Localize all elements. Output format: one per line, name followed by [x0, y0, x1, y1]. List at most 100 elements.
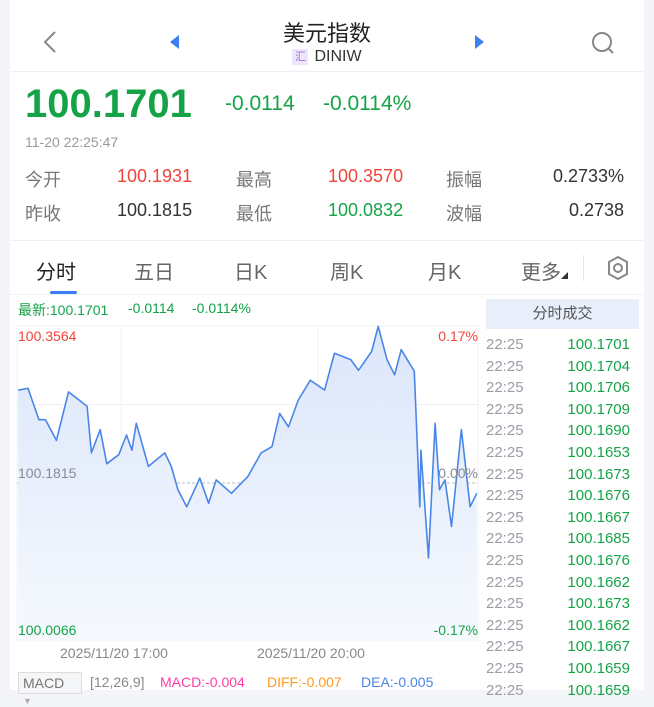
stat-value: 100.1931 [117, 166, 192, 187]
trade-row: 22:25 100.1704 [486, 356, 636, 378]
trade-row: 22:25 100.1653 [486, 442, 636, 464]
trade-time: 22:25 [486, 615, 524, 637]
trade-price: 100.1653 [567, 442, 630, 464]
trade-row: 22:25 100.1676 [486, 485, 636, 507]
trade-row: 22:25 100.1659 [486, 680, 636, 702]
y-label-bottom: 100.0066 [18, 622, 76, 638]
indicator-select[interactable]: MACD ▼ [18, 672, 82, 694]
trade-row: 22:25 100.1676 [486, 550, 636, 572]
trade-row: 22:25 100.1667 [486, 636, 636, 658]
trade-time: 22:25 [486, 658, 524, 680]
symbol: 汇 DINIW [0, 48, 654, 66]
trade-price: 100.1676 [567, 550, 630, 572]
trade-time: 22:25 [486, 485, 524, 507]
tab-weekly-k[interactable]: 周K [330, 256, 363, 285]
page-title: 美元指数 [0, 16, 654, 48]
y-label-mid: 100.1815 [18, 465, 76, 481]
trade-price: 100.1662 [567, 615, 630, 637]
stat-value: 0.2733% [553, 166, 624, 187]
trade-time: 22:25 [486, 464, 524, 486]
trade-price: 100.1662 [567, 572, 630, 594]
forex-badge: 汇 [292, 49, 308, 65]
stat-label: 最低 [236, 200, 272, 226]
trades-header[interactable]: 分时成交 [486, 299, 639, 329]
tab-more[interactable]: 更多 [521, 256, 568, 285]
trade-time: 22:25 [486, 636, 524, 658]
trade-price: 100.1706 [567, 377, 630, 399]
trade-price: 100.1704 [567, 356, 630, 378]
tab-monthly-k[interactable]: 月K [428, 256, 461, 285]
chart-latest: 最新:100.1701 [18, 300, 108, 320]
stat-label: 最高 [236, 166, 272, 192]
y-pct-top: 0.17% [438, 328, 478, 344]
stat-label: 振幅 [446, 166, 482, 192]
search-icon[interactable] [590, 30, 616, 56]
trade-time: 22:25 [486, 528, 524, 550]
symbol-code: DINIW [314, 48, 361, 65]
chart-change-pct: -0.0114% [192, 300, 251, 316]
trade-time: 22:25 [486, 334, 524, 356]
trade-row: 22:25 100.1662 [486, 572, 636, 594]
trade-row: 22:25 100.1659 [486, 658, 636, 680]
macd-value: MACD:-0.004 [160, 674, 245, 690]
trade-row: 22:25 100.1685 [486, 528, 636, 550]
y-pct-mid: 0.00% [438, 465, 478, 481]
trade-time: 22:25 [486, 572, 524, 594]
trade-row: 22:25 100.1673 [486, 593, 636, 615]
diff-value: DIFF:-0.007 [267, 674, 342, 690]
trade-price: 100.1667 [567, 636, 630, 658]
last-price: 100.1701 [25, 82, 192, 127]
tab-intraday[interactable]: 分时 [36, 256, 76, 285]
trade-price: 100.1709 [567, 399, 630, 421]
trade-time: 22:25 [486, 593, 524, 615]
x-tick-label: 2025/11/20 20:00 [257, 645, 365, 661]
trade-time: 22:25 [486, 420, 524, 442]
chart-change: -0.0114 [128, 300, 174, 316]
x-tick-label: 2025/11/20 17:00 [60, 645, 168, 661]
trade-price: 100.1685 [567, 528, 630, 550]
active-tab-indicator [50, 291, 77, 294]
stat-label: 今开 [25, 166, 61, 192]
trade-price: 100.1667 [567, 507, 630, 529]
dropdown-corner-icon [561, 272, 568, 279]
intraday-chart[interactable] [0, 320, 482, 650]
stat-value: 100.0832 [328, 200, 403, 221]
trade-time: 22:25 [486, 550, 524, 572]
indicator-name: MACD [23, 675, 64, 691]
stat-value: 0.2738 [569, 200, 624, 221]
trade-row: 22:25 100.1667 [486, 507, 636, 529]
trade-price: 100.1690 [567, 420, 630, 442]
period-tabs: 分时 五日 日K 周K 月K 更多 [10, 240, 644, 295]
settings-hexagon-icon[interactable] [606, 255, 630, 281]
trade-price: 100.1673 [567, 593, 630, 615]
tab-more-label: 更多 [521, 262, 561, 284]
trade-price: 100.1659 [567, 680, 630, 702]
next-triangle-icon[interactable] [474, 34, 486, 50]
stat-label: 昨收 [25, 200, 61, 226]
trade-time: 22:25 [486, 356, 524, 378]
dea-value: DEA:-0.005 [361, 674, 433, 690]
tab-five-day[interactable]: 五日 [134, 256, 174, 285]
trade-time: 22:25 [486, 399, 524, 421]
trade-time: 22:25 [486, 507, 524, 529]
trade-row: 22:25 100.1709 [486, 399, 636, 421]
trade-row: 22:25 100.1690 [486, 420, 636, 442]
trade-price: 100.1676 [567, 485, 630, 507]
y-pct-bottom: -0.17% [434, 622, 478, 638]
stat-label: 波幅 [446, 200, 482, 226]
stat-value: 100.1815 [117, 200, 192, 221]
tab-daily-k[interactable]: 日K [234, 256, 267, 285]
stat-value: 100.3570 [328, 166, 403, 187]
y-label-top: 100.3564 [18, 328, 76, 344]
dropdown-arrow-icon: ▼ [23, 696, 32, 706]
trade-time: 22:25 [486, 442, 524, 464]
quote-timestamp: 11-20 22:25:47 [25, 134, 118, 150]
tab-separator [583, 255, 584, 281]
trade-time: 22:25 [486, 680, 524, 702]
trade-price: 100.1659 [567, 658, 630, 680]
price-change: -0.0114 [225, 92, 295, 116]
price-area [18, 326, 477, 640]
header-divider [10, 71, 644, 72]
